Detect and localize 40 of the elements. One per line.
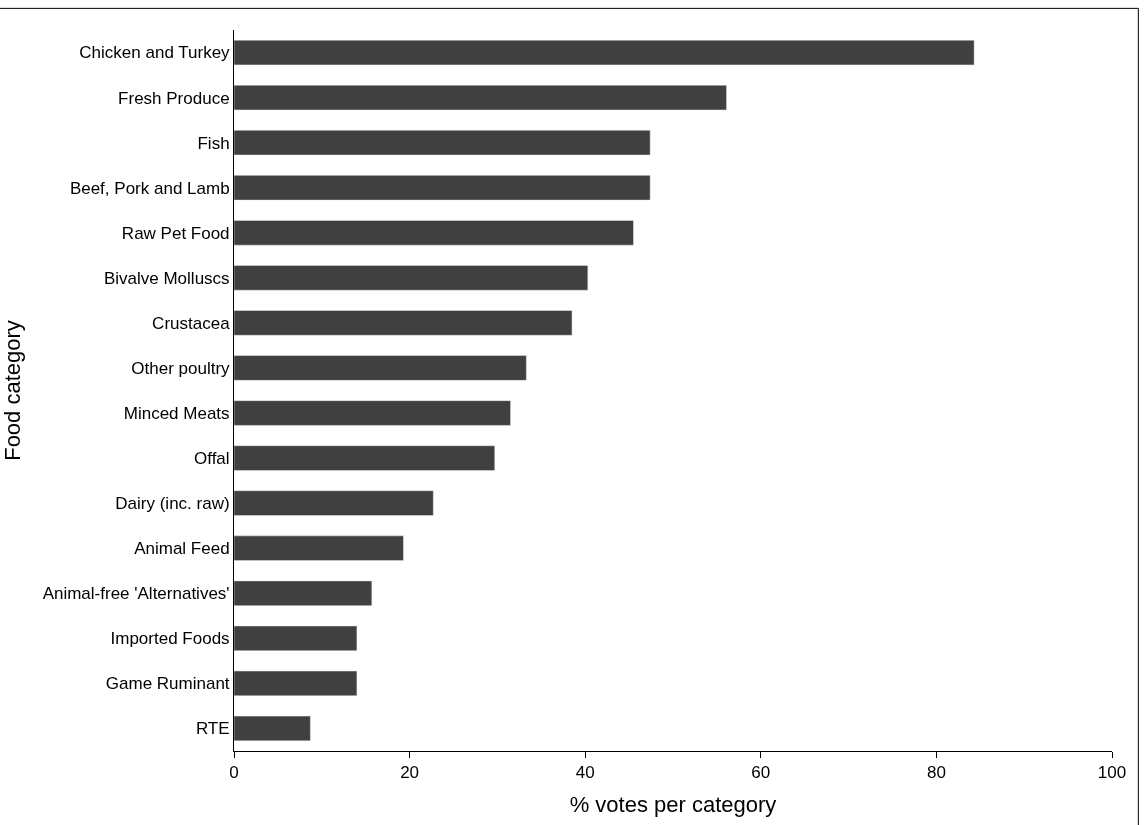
bar bbox=[234, 400, 511, 426]
bar bbox=[234, 84, 727, 111]
y-tick-label: Offal bbox=[194, 449, 230, 469]
y-tick-label: Chicken and Turkey bbox=[79, 43, 231, 63]
y-tick-label: Animal-free 'Alternatives' bbox=[42, 584, 230, 604]
x-tick-label: 80 bbox=[926, 763, 946, 783]
x-tick-label: 60 bbox=[751, 763, 771, 783]
bar bbox=[234, 355, 527, 381]
bar bbox=[234, 490, 434, 516]
bar bbox=[234, 625, 358, 651]
y-tick-label: RTE bbox=[195, 719, 230, 739]
bar bbox=[234, 39, 975, 66]
bar bbox=[234, 130, 651, 156]
y-tick-label: Beef, Pork and Lamb bbox=[69, 178, 230, 198]
bar bbox=[234, 220, 634, 246]
y-tick-label: Crustacea bbox=[152, 313, 231, 333]
bar bbox=[234, 175, 651, 201]
bar bbox=[234, 265, 589, 291]
y-tick-label: Other poultry bbox=[131, 358, 231, 378]
bar bbox=[234, 670, 358, 697]
x-tick-label: 0 bbox=[229, 763, 239, 783]
x-tick-label: 40 bbox=[575, 763, 595, 783]
bar bbox=[234, 715, 311, 742]
y-tick-label: Imported Foods bbox=[110, 629, 230, 649]
bar bbox=[234, 445, 496, 471]
x-tick-label: 20 bbox=[400, 763, 420, 783]
y-axis-title: Food category bbox=[0, 320, 26, 461]
bar bbox=[234, 580, 373, 606]
y-tick-label: Fish bbox=[197, 133, 230, 153]
bar bbox=[234, 535, 404, 561]
y-tick-label: Animal Feed bbox=[134, 539, 230, 559]
y-tick-label: Bivalve Molluscs bbox=[103, 268, 230, 288]
y-tick-label: Fresh Produce bbox=[118, 88, 230, 108]
y-tick-label: Raw Pet Food bbox=[121, 223, 230, 243]
x-tick-label: 100 bbox=[1097, 763, 1127, 783]
x-axis-title: % votes per category bbox=[569, 792, 777, 818]
y-tick-label: Minced Meats bbox=[123, 403, 230, 423]
y-tick-label: Dairy (inc. raw) bbox=[115, 494, 230, 514]
bar bbox=[234, 310, 573, 336]
y-tick-label: Game Ruminant bbox=[105, 674, 230, 694]
